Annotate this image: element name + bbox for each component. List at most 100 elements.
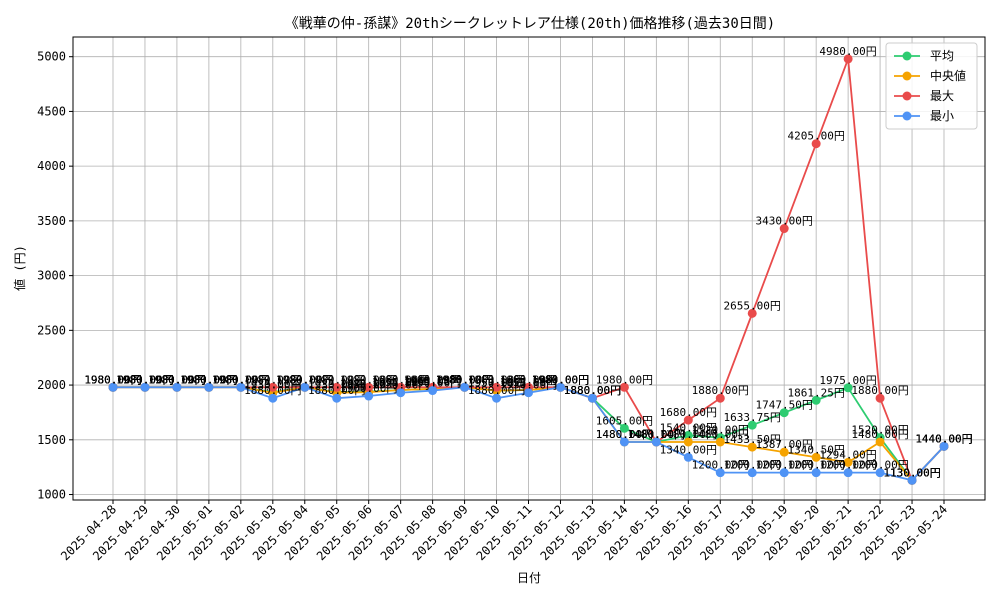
data-label: 1980.00円 <box>436 373 493 386</box>
data-label: 1480.00円 <box>692 428 749 441</box>
data-label: 1980.00円 <box>148 373 205 386</box>
data-label: 1520.00円 <box>692 424 749 437</box>
data-point <box>843 468 853 478</box>
data-point <box>428 386 438 396</box>
data-point <box>875 437 885 447</box>
data-label: 1880.00円 <box>564 384 621 397</box>
data-point <box>875 468 885 478</box>
data-label: 1680.00円 <box>660 406 717 419</box>
data-point <box>747 442 757 452</box>
y-tick-label: 2000 <box>37 378 66 392</box>
data-point <box>779 408 789 418</box>
data-point <box>715 468 725 478</box>
data-label: 1940.00円 <box>340 378 397 391</box>
data-point <box>619 423 629 433</box>
data-label: 1980.00円 <box>212 373 269 386</box>
data-point <box>779 224 789 234</box>
legend-label: 最小 <box>930 109 954 123</box>
data-label: 1540.00円 <box>660 421 717 434</box>
data-label: 1480.00円 <box>628 428 685 441</box>
data-point <box>236 382 246 392</box>
data-label: 1480.00円 <box>596 428 653 441</box>
y-axis-title: 値 (円) <box>12 245 27 291</box>
data-label: 1950.00円 <box>468 377 525 390</box>
data-point <box>460 382 470 392</box>
chart-title: 《戦華の仲-孫謀》20thシークレットレア仕様(20th)価格推移(過去30日間… <box>285 16 775 32</box>
data-point <box>204 382 214 392</box>
data-label: 1880.00円 <box>244 384 301 397</box>
data-label: 1200.00円 <box>787 459 844 472</box>
grid-lines <box>73 37 985 500</box>
y-tick-label: 2500 <box>37 323 66 337</box>
data-label: 1930.00円 <box>500 379 557 392</box>
data-point <box>619 437 629 447</box>
data-label: 1480.00円 <box>628 428 685 441</box>
data-label: 1980.00円 <box>84 373 141 386</box>
data-label: 4205.00円 <box>787 130 844 143</box>
data-label: 1980.00円 <box>276 373 333 386</box>
data-label: 1950.00円 <box>468 377 525 390</box>
data-label: 1980.00円 <box>180 373 237 386</box>
y-tick-label: 3000 <box>37 269 66 283</box>
data-label: 1980.00円 <box>84 373 141 386</box>
data-label: 1980.00円 <box>372 373 429 386</box>
data-point <box>811 139 821 149</box>
data-point <box>747 468 757 478</box>
data-label: 1200.00円 <box>692 459 749 472</box>
data-point <box>779 468 789 478</box>
data-label: 1633.75円 <box>724 411 781 424</box>
data-label: 1980.00円 <box>148 373 205 386</box>
data-label: 1935.00円 <box>308 378 365 391</box>
data-label: 1955.00円 <box>372 376 429 389</box>
data-label: 1980.00円 <box>212 373 269 386</box>
data-label: 1200.00円 <box>756 459 813 472</box>
data-point <box>747 420 757 430</box>
data-label: 1480.00円 <box>628 428 685 441</box>
data-label: 1340.00円 <box>660 443 717 456</box>
data-point <box>747 308 757 318</box>
legend-swatch-marker <box>902 111 912 121</box>
data-label: 1294.00円 <box>819 448 876 461</box>
data-point <box>715 393 725 403</box>
data-label: 1980.00円 <box>212 373 269 386</box>
data-point <box>524 388 533 398</box>
data-label: 1200.00円 <box>819 459 876 472</box>
data-label: 1935.00円 <box>244 378 301 391</box>
data-label: 1930.00円 <box>372 379 429 392</box>
data-label: 1980.00円 <box>596 373 653 386</box>
data-point <box>587 393 597 403</box>
legend-swatch-marker <box>902 91 912 101</box>
data-point <box>811 395 821 405</box>
data-label: 1980.00円 <box>340 373 397 386</box>
data-label: 1200.00円 <box>724 459 781 472</box>
data-label: 1980.00円 <box>84 373 141 386</box>
data-label: 1980.00円 <box>116 373 173 386</box>
data-label: 1980.00円 <box>116 373 173 386</box>
data-point <box>811 452 821 462</box>
data-point <box>300 382 310 392</box>
data-label: 1880.00円 <box>564 384 621 397</box>
data-label: 4980.00円 <box>819 45 876 58</box>
x-axis-title: 日付 <box>517 571 541 585</box>
data-label: 1980.00円 <box>500 373 557 386</box>
data-point <box>907 475 917 485</box>
data-label: 1955.00円 <box>500 376 557 389</box>
data-label: 1605.00円 <box>596 414 653 427</box>
data-label: 1955.00円 <box>372 376 429 389</box>
data-point <box>939 441 949 451</box>
data-label: 1200.00円 <box>851 459 908 472</box>
data-point <box>268 393 278 403</box>
data-label: 1950.00円 <box>404 377 461 390</box>
data-label: 1433.50円 <box>724 433 781 446</box>
data-point <box>140 382 150 392</box>
y-tick-label: 4000 <box>37 159 66 173</box>
data-label: 1980.00円 <box>308 373 365 386</box>
data-labels: 1980.00円1980.00円1980.00円1980.00円1980.00円… <box>84 45 972 479</box>
legend-label: 中央値 <box>930 68 966 83</box>
data-point <box>651 437 661 447</box>
data-label: 1440.00円 <box>915 432 972 445</box>
data-point <box>332 382 342 392</box>
data-label: 1980.00円 <box>244 373 301 386</box>
